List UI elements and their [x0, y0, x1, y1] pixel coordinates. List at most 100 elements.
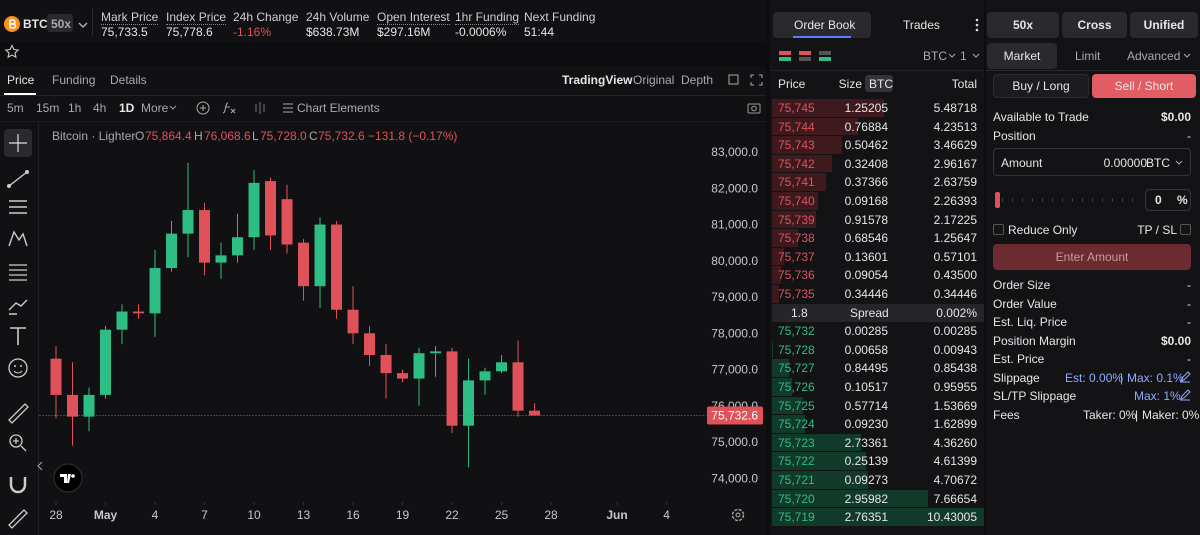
book-price[interactable]: 75,741 — [778, 175, 815, 190]
book-price[interactable]: 75,743 — [778, 138, 815, 153]
book-price[interactable]: 75,727 — [778, 361, 815, 376]
amount-input[interactable] — [993, 148, 1191, 176]
interval[interactable]: 4h — [93, 101, 107, 115]
interval-active[interactable]: 1D — [119, 101, 135, 115]
interval[interactable]: 1h — [68, 101, 82, 115]
favorite-star[interactable] — [4, 44, 20, 60]
book-price[interactable]: 75,722 — [778, 454, 815, 469]
candle-body — [166, 233, 178, 269]
book-size: 1.25205 — [844, 101, 888, 115]
chart-elements-icon[interactable] — [281, 101, 295, 115]
stat-value: 75,733.5 — [101, 25, 148, 39]
chart-tool-icons[interactable] — [168, 100, 278, 116]
book-group[interactable]: 1 — [960, 49, 967, 63]
chevron — [1175, 160, 1183, 165]
book-price[interactable]: 75,740 — [778, 194, 815, 208]
depth-bar — [772, 489, 928, 508]
book-price[interactable]: 75,745 — [778, 101, 815, 115]
order-type[interactable]: Advanced — [1127, 49, 1181, 63]
depth-bar — [772, 154, 833, 173]
view-icons[interactable] — [727, 73, 767, 87]
view-tab[interactable]: TradingView — [562, 73, 633, 87]
slippage-est[interactable]: Est: 0.00% — [1065, 371, 1124, 385]
interval-more[interactable]: More — [141, 101, 169, 115]
book-price[interactable]: 75,744 — [778, 119, 815, 134]
legend-value: 76,068.6 — [204, 129, 251, 143]
book-price[interactable]: 75,724 — [778, 417, 815, 432]
margin-button[interactable]: 50x — [987, 12, 1059, 38]
screenshot-icon[interactable] — [747, 102, 761, 114]
chart-elements[interactable]: Chart Elements — [297, 101, 380, 115]
book-price[interactable]: 75,720 — [778, 491, 815, 506]
buy-button[interactable]: Buy / Long — [993, 74, 1089, 98]
depth-bar — [772, 396, 804, 415]
slippage-max[interactable]: Max: 0.1% — [1127, 371, 1184, 385]
book-total: 0.34446 — [933, 287, 977, 301]
symbol-chevron[interactable] — [78, 21, 88, 29]
depth-bar — [772, 508, 984, 526]
book-price[interactable]: 75,739 — [778, 212, 815, 227]
candle-body — [215, 255, 227, 263]
x-tick-label: 28 — [544, 508, 558, 522]
book-price[interactable]: 75,725 — [778, 398, 815, 413]
book-price[interactable]: 75,721 — [778, 473, 815, 487]
interval[interactable]: 15m — [36, 101, 60, 115]
separator: | — [1120, 371, 1124, 385]
amount-slider[interactable] — [994, 191, 1142, 209]
reduce-only[interactable]: Reduce Only — [1008, 223, 1078, 237]
book-price[interactable]: 75,742 — [778, 156, 815, 171]
chart-tab[interactable]: Funding — [52, 73, 96, 87]
field-label: Available to Trade — [993, 110, 1089, 124]
order-type[interactable]: Limit — [1075, 49, 1101, 63]
book-price[interactable]: 75,723 — [778, 435, 815, 450]
field-label: Position — [993, 129, 1036, 143]
book-price[interactable]: 75,732 — [778, 324, 815, 339]
chart-settings[interactable] — [730, 507, 746, 523]
checkbox[interactable] — [1180, 224, 1191, 235]
symbol[interactable]: BTC — [23, 17, 48, 31]
x-tick-label: 4 — [663, 508, 670, 522]
drawing-toolbar[interactable] — [0, 125, 36, 535]
percent-input[interactable] — [1145, 189, 1191, 211]
field-value: - — [1187, 315, 1191, 330]
candle-body — [232, 237, 244, 256]
view-tab[interactable]: Depth — [681, 73, 714, 87]
book-price[interactable]: 75,736 — [778, 268, 815, 283]
tp-sl[interactable]: TP / SL — [1137, 223, 1177, 237]
chart-tab[interactable]: Price — [7, 73, 35, 87]
chart-tab[interactable]: Details — [110, 73, 147, 87]
book-tab[interactable]: Trades — [903, 18, 940, 32]
book-price[interactable]: 75,738 — [778, 231, 815, 246]
tradingview-logo[interactable] — [53, 463, 83, 493]
toolbar-collapse[interactable] — [37, 461, 43, 471]
interval[interactable]: 5m — [7, 101, 24, 115]
sell-button[interactable]: Sell / Short — [1092, 74, 1196, 98]
amount-unit[interactable]: BTC — [1146, 156, 1170, 170]
checkbox[interactable] — [993, 224, 1004, 235]
order-type-active[interactable]: Market — [987, 43, 1057, 69]
book-price[interactable]: 75,719 — [778, 510, 815, 525]
margin-button[interactable]: Cross — [1062, 12, 1127, 38]
field-label: Fees — [993, 408, 1020, 422]
book-price[interactable]: 75,735 — [778, 287, 815, 301]
view-tab[interactable]: Original — [633, 73, 675, 87]
submit-button[interactable]: Enter Amount — [993, 244, 1191, 270]
book-tab[interactable]: Order Book — [794, 18, 856, 32]
book-price[interactable]: 75,728 — [778, 342, 815, 357]
book-price[interactable]: 75,726 — [778, 380, 815, 394]
separator: | — [1135, 408, 1139, 422]
candle-body — [463, 380, 475, 426]
y-tick-label: 74,000.0 — [711, 471, 758, 485]
book-menu[interactable] — [975, 18, 979, 32]
legend-value: 75,732.6 — [318, 129, 365, 143]
percent-value: 0 — [1155, 193, 1162, 207]
book-total: 0.57101 — [933, 249, 977, 264]
column-unit[interactable]: BTC — [869, 77, 893, 91]
edit-icon[interactable] — [1179, 389, 1191, 401]
book-price[interactable]: 75,737 — [778, 249, 815, 264]
book-view-icons[interactable] — [778, 49, 838, 63]
sltp-max[interactable]: Max: 1% — [1134, 389, 1181, 403]
book-market[interactable]: BTC — [923, 49, 947, 63]
margin-button[interactable]: Unified — [1130, 12, 1198, 38]
edit-icon[interactable] — [1179, 371, 1191, 383]
